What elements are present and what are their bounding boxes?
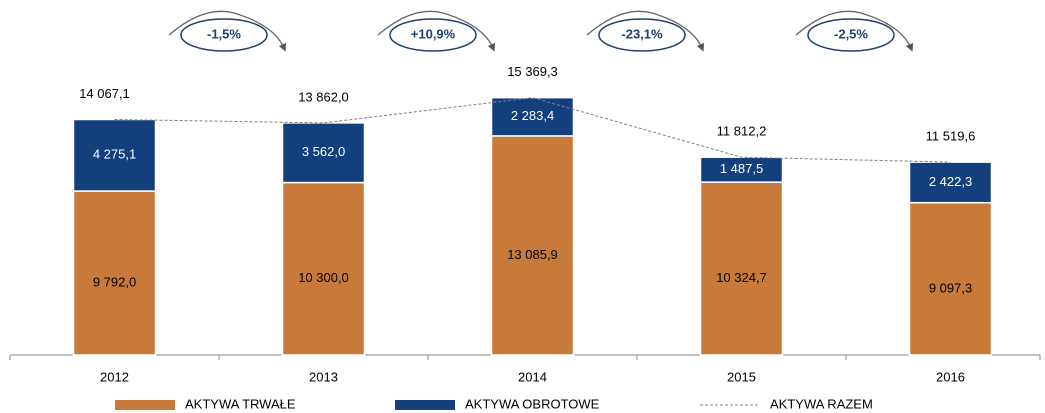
legend-label: AKTYWA RAZEM	[770, 396, 873, 411]
segment-label: 10 300,0	[298, 270, 349, 285]
change-bubble	[807, 18, 895, 52]
bar-segment	[490, 96, 575, 137]
segment-label: 9 097,3	[929, 280, 972, 295]
change-arrow	[377, 10, 496, 52]
bar-segment	[699, 156, 784, 183]
segment-label: 10 324,7	[716, 270, 767, 285]
change-arrow	[168, 10, 287, 52]
change-arrow	[795, 10, 914, 52]
total-label: 14 067,1	[79, 86, 130, 101]
change-bubble	[180, 18, 268, 52]
total-label: 11 519,6	[926, 129, 976, 144]
total-line	[114, 97, 951, 163]
bar-segment	[72, 190, 157, 356]
x-tick-label: 2015	[727, 369, 756, 384]
total-label: 13 862,0	[298, 89, 349, 104]
segment-label: 9 792,0	[93, 274, 136, 289]
change-label: +10,9%	[411, 26, 456, 41]
bar-segment	[699, 181, 784, 356]
segment-label: 2 283,4	[511, 108, 554, 123]
legend-label: AKTYWA TRWAŁE	[185, 396, 296, 411]
bar-segment	[281, 122, 366, 184]
x-tick-label: 2014	[518, 369, 547, 384]
x-tick-label: 2016	[936, 369, 965, 384]
legend-swatch	[395, 400, 455, 410]
bar-segment	[281, 181, 366, 356]
segment-label: 2 422,3	[929, 174, 972, 189]
bar-segment	[908, 161, 993, 204]
segment-label: 1 487,5	[720, 161, 763, 176]
legend-swatch	[115, 400, 175, 410]
bar-segment	[72, 118, 157, 192]
change-bubble	[389, 18, 477, 52]
change-label: -23,1%	[621, 26, 663, 41]
segment-label: 13 085,9	[507, 247, 558, 262]
change-arrow	[586, 10, 705, 52]
change-label: -2,5%	[834, 26, 868, 41]
total-label: 11 812,2	[717, 124, 767, 139]
bar-segment	[908, 201, 993, 356]
legend-label: AKTYWA OBROTOWE	[465, 396, 600, 411]
segment-label: 3 562,0	[302, 144, 345, 159]
x-tick-label: 2013	[309, 369, 338, 384]
change-label: -1,5%	[207, 26, 241, 41]
bar-segment	[490, 135, 575, 356]
segment-label: 4 275,1	[93, 147, 136, 162]
x-tick-label: 2012	[100, 369, 129, 384]
change-bubble	[598, 18, 686, 52]
total-label: 15 369,3	[507, 64, 558, 79]
